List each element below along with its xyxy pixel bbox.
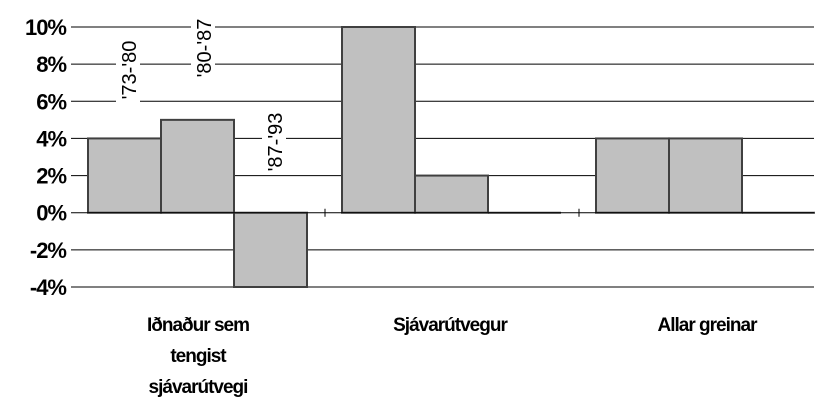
series-label-background	[262, 110, 286, 174]
y-axis-ticks: 10% 8% 6% 4% 2% 0% -2% -4%	[25, 15, 67, 300]
series-label: '73-'80	[119, 41, 141, 100]
y-tick-label: 8%	[36, 52, 66, 77]
category-labels: Iðnaður sem tengist sjávarútvegi Sjávarútve…	[147, 315, 759, 398]
series-label: '87-'93	[265, 113, 287, 172]
bar	[414, 174, 489, 214]
series-label: '80-'87	[194, 19, 216, 78]
bar	[668, 137, 743, 214]
bar	[87, 137, 162, 214]
y-tick-label: 4%	[36, 126, 66, 151]
category-label: Sjávarútvegur	[393, 315, 508, 336]
y-tick-label: 0%	[36, 201, 66, 226]
bar	[160, 118, 235, 214]
bar	[595, 137, 670, 214]
series-label-background	[116, 38, 140, 102]
y-tick-label: -4%	[30, 275, 67, 300]
series-label-background	[191, 16, 215, 80]
category-label: Iðnaður sem	[147, 315, 249, 336]
zero-axis	[71, 208, 814, 217]
category-label: tengist	[170, 346, 227, 367]
category-label: Allar greinar	[658, 315, 759, 336]
category-label: sjávarútvegi	[149, 377, 248, 398]
bar	[233, 211, 308, 288]
y-tick-label: 6%	[36, 89, 66, 114]
bar	[341, 26, 416, 214]
y-tick-label: 10%	[25, 15, 66, 40]
bars	[87, 26, 815, 288]
series-labels: '73-'80 '80-'87 '87-'93	[116, 16, 287, 174]
y-tick-label: 2%	[36, 164, 66, 189]
y-tick-label: -2%	[30, 238, 67, 263]
